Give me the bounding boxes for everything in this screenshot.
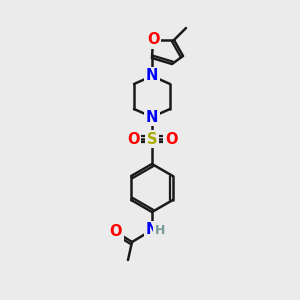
Text: N: N: [146, 110, 158, 124]
Text: O: O: [110, 224, 122, 239]
Text: S: S: [147, 131, 157, 146]
Text: N: N: [146, 223, 158, 238]
Text: N: N: [146, 68, 158, 83]
Text: O: O: [165, 131, 177, 146]
Text: O: O: [147, 32, 159, 47]
Text: O: O: [127, 131, 139, 146]
Text: H: H: [155, 224, 165, 236]
